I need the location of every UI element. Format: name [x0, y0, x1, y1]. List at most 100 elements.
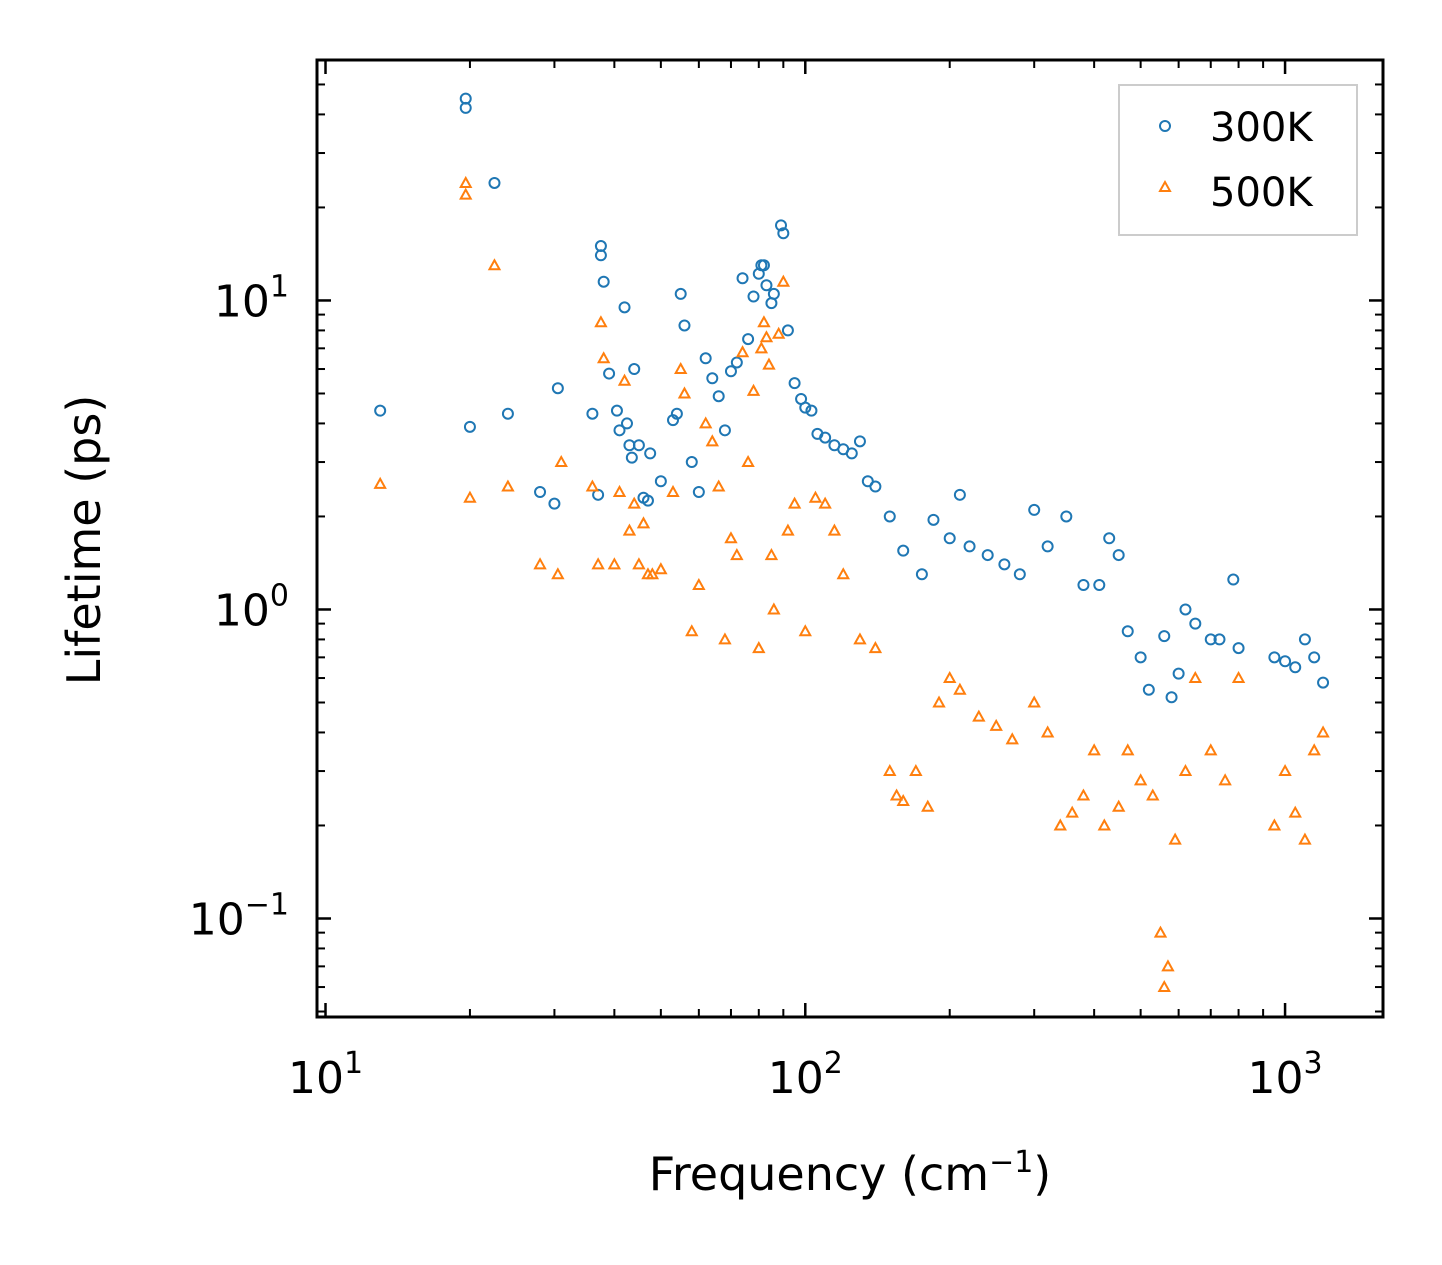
point-500k-85 — [1231, 670, 1246, 684]
point-300k-56 — [819, 431, 832, 444]
point-300k-54 — [805, 404, 818, 417]
point-300k-12 — [594, 249, 607, 262]
point-300k-68 — [953, 488, 966, 501]
point-500k-15 — [617, 373, 632, 386]
point-500k-59 — [921, 799, 935, 812]
point-500k-27 — [692, 577, 706, 591]
point-300k-78 — [1103, 532, 1116, 545]
point-500k-28 — [698, 416, 713, 429]
point-300k-15 — [610, 404, 623, 417]
point-500k-83 — [1204, 743, 1218, 756]
point-300k-13 — [597, 275, 610, 288]
point-300k-49 — [777, 227, 790, 240]
point-300k-50 — [781, 324, 794, 337]
point-500k-33 — [730, 548, 744, 561]
point-500k-70 — [1076, 788, 1091, 801]
point-300k-59 — [845, 447, 858, 460]
point-300k-24 — [641, 494, 654, 507]
point-300k-26 — [654, 475, 667, 488]
point-300k-29 — [674, 287, 687, 300]
point-500k-88 — [1288, 805, 1302, 818]
x-tick-label-2: 103 — [1248, 1046, 1323, 1104]
point-300k-71 — [998, 558, 1011, 571]
point-500k-57 — [896, 793, 910, 807]
point-500k-53 — [853, 632, 867, 645]
point-500k-39 — [757, 315, 771, 328]
point-300k-30 — [678, 319, 691, 332]
point-300k-39 — [736, 272, 749, 285]
point-300k-16 — [613, 424, 626, 437]
point-300k-51 — [788, 377, 801, 390]
point-500k-79 — [1161, 959, 1175, 972]
point-300k-22 — [632, 439, 645, 452]
point-500k-17 — [627, 496, 641, 509]
point-500k-32 — [724, 531, 738, 544]
point-500k-44 — [771, 326, 786, 339]
point-500k-49 — [808, 490, 823, 503]
point-300k-14 — [603, 367, 616, 380]
point-500k-41 — [762, 357, 776, 370]
point-300k-5 — [501, 407, 514, 420]
point-300k-75 — [1060, 510, 1073, 523]
point-300k-0 — [374, 404, 387, 417]
point-500k-77 — [1153, 925, 1168, 938]
point-300k-47 — [767, 287, 780, 300]
point-500k-47 — [787, 496, 802, 509]
point-300k-97 — [1317, 676, 1330, 689]
point-300k-21 — [628, 363, 641, 376]
point-500k-37 — [752, 641, 766, 654]
point-500k-13 — [607, 557, 622, 570]
point-500k-11 — [594, 315, 608, 328]
point-500k-38 — [754, 341, 769, 354]
point-500k-81 — [1178, 763, 1193, 777]
point-500k-61 — [943, 670, 957, 684]
point-500k-8 — [554, 454, 568, 468]
point-300k-94 — [1289, 661, 1302, 674]
point-500k-14 — [612, 484, 627, 497]
point-500k-5 — [501, 479, 515, 492]
point-500k-30 — [712, 479, 726, 492]
point-500k-60 — [932, 695, 946, 708]
point-300k-17 — [618, 301, 631, 314]
point-500k-25 — [677, 386, 692, 399]
point-300k-89 — [1213, 633, 1226, 646]
point-500k-4 — [487, 258, 502, 271]
point-500k-84 — [1218, 773, 1232, 786]
point-500k-3 — [463, 490, 477, 503]
point-500k-9 — [585, 479, 600, 492]
point-300k-67 — [943, 532, 956, 545]
point-500k-75 — [1133, 773, 1148, 786]
legend-box — [1118, 84, 1358, 236]
point-500k-34 — [735, 345, 750, 358]
point-300k-48 — [775, 219, 788, 232]
point-500k-52 — [836, 567, 850, 580]
point-300k-70 — [981, 549, 994, 562]
point-300k-3 — [463, 420, 476, 433]
point-300k-4 — [488, 176, 501, 189]
point-300k-69 — [963, 540, 976, 553]
point-300k-53 — [799, 401, 812, 414]
point-500k-76 — [1146, 788, 1160, 801]
point-500k-36 — [746, 383, 761, 396]
point-300k-31 — [685, 456, 698, 469]
point-500k-35 — [741, 454, 755, 468]
point-500k-71 — [1087, 743, 1101, 756]
point-500k-48 — [798, 624, 812, 637]
point-300k-72 — [1013, 568, 1026, 581]
point-500k-72 — [1097, 818, 1112, 831]
point-500k-23 — [666, 484, 680, 497]
point-300k-37 — [724, 365, 737, 378]
point-300k-6 — [534, 485, 547, 498]
point-500k-40 — [759, 330, 774, 343]
point-500k-68 — [1053, 818, 1067, 831]
point-300k-62 — [869, 480, 882, 493]
point-500k-19 — [636, 516, 651, 529]
point-300k-36 — [718, 424, 731, 437]
point-500k-29 — [705, 434, 719, 447]
point-500k-78 — [1157, 979, 1171, 993]
point-500k-0 — [373, 476, 387, 489]
point-300k-74 — [1041, 540, 1054, 553]
point-300k-91 — [1232, 642, 1245, 655]
point-500k-65 — [1005, 732, 1019, 745]
point-500k-31 — [718, 632, 732, 645]
